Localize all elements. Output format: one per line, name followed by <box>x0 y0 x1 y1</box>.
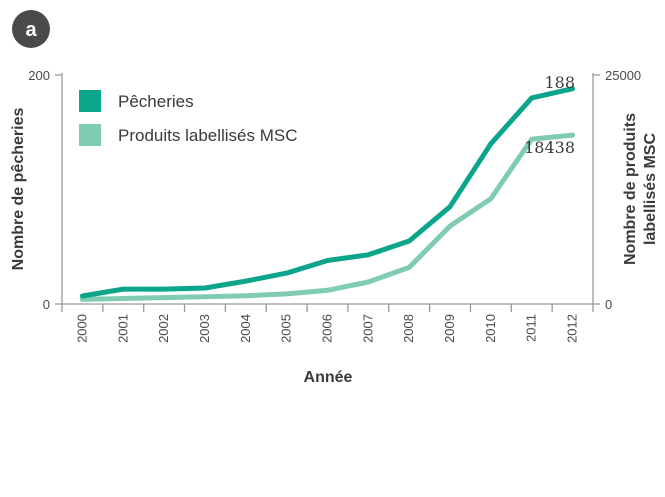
legend-label-products: Produits labellisés MSC <box>118 126 298 145</box>
x-tick-label-2003: 2003 <box>197 314 212 343</box>
x-tick-label-2012: 2012 <box>565 314 580 343</box>
left-tick-label-bottom: 0 <box>43 297 50 312</box>
products-end-label: 18438 <box>524 138 575 157</box>
fisheries-end-label: 188 <box>544 73 575 92</box>
x-tick-label-2006: 2006 <box>320 314 335 343</box>
x-tick-label-2000: 2000 <box>74 314 89 343</box>
x-tick-label-2009: 2009 <box>442 314 457 343</box>
x-tick-label-2008: 2008 <box>401 314 416 343</box>
panel-letter: a <box>25 19 37 41</box>
x-tick-label-2001: 2001 <box>115 314 130 343</box>
right-tick-label-bottom: 0 <box>605 297 612 312</box>
left-axis-title: Nombre de pêcheries <box>10 108 27 271</box>
x-tick-label-2010: 2010 <box>483 314 498 343</box>
series-lines <box>79 86 576 302</box>
x-axis-title: Année <box>304 369 353 386</box>
x-tick-label-2007: 2007 <box>360 314 375 343</box>
legend-swatch-products <box>79 124 101 146</box>
fisheries-line <box>79 86 576 299</box>
panel-badge <box>12 10 50 48</box>
x-tick-label-2011: 2011 <box>524 314 539 342</box>
x-tick-label-2004: 2004 <box>238 314 253 343</box>
right-axis-title-line-1: Nombre de produits <box>622 113 639 265</box>
x-tick-label-2002: 2002 <box>156 314 171 343</box>
right-axis-title-line-2: labellisés MSC <box>642 133 659 245</box>
left-tick-label-top: 200 <box>28 68 50 83</box>
right-tick-label-top: 25000 <box>605 68 641 83</box>
legend-swatch-fisheries <box>79 90 101 112</box>
x-tick-label-2005: 2005 <box>279 314 294 343</box>
legend-label-fisheries: Pêcheries <box>118 92 194 111</box>
x-axis-ticks: 2000 2001 2002 2003 2004 2005 2006 2007 2008 2009… <box>61 304 594 343</box>
products-line <box>79 132 576 302</box>
